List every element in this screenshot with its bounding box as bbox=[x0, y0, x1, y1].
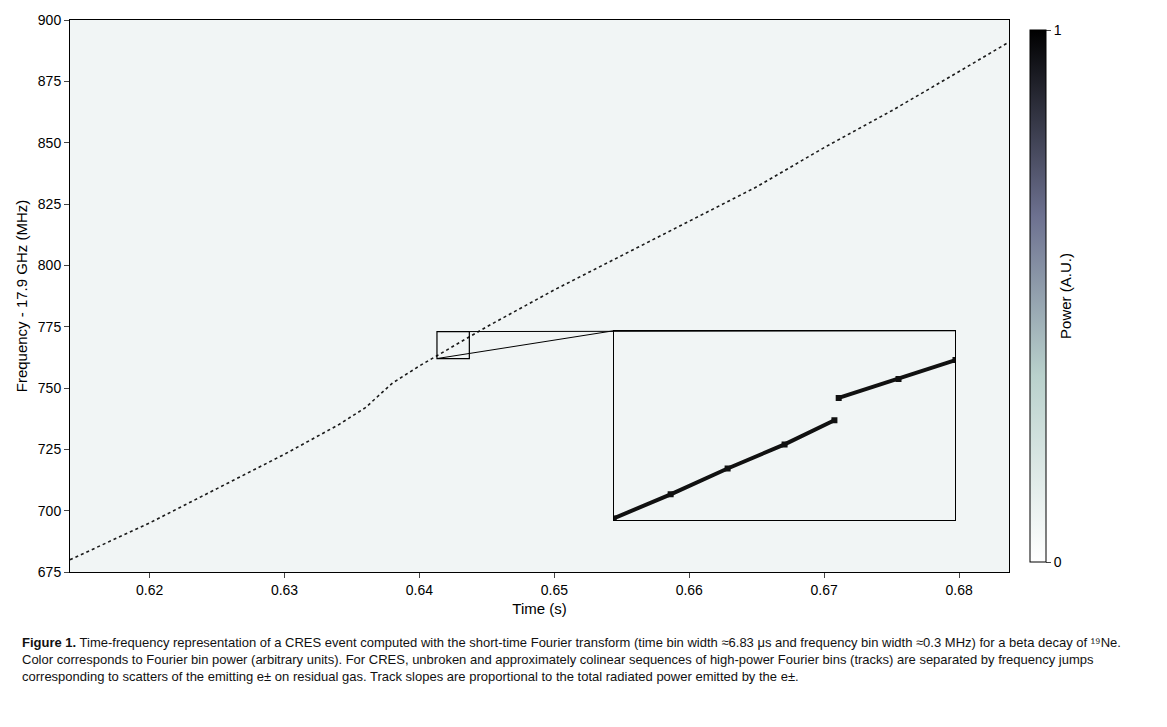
svg-text:0.66: 0.66 bbox=[676, 582, 703, 598]
svg-text:850: 850 bbox=[38, 135, 62, 151]
svg-text:1: 1 bbox=[1054, 22, 1062, 38]
svg-text:725: 725 bbox=[38, 441, 62, 457]
svg-text:Power (A.U.): Power (A.U.) bbox=[1057, 253, 1074, 339]
svg-text:900: 900 bbox=[38, 12, 62, 28]
svg-text:875: 875 bbox=[38, 73, 62, 89]
svg-text:0.67: 0.67 bbox=[811, 582, 838, 598]
svg-text:0.63: 0.63 bbox=[271, 582, 298, 598]
svg-text:825: 825 bbox=[38, 196, 62, 212]
svg-text:0: 0 bbox=[1054, 554, 1062, 570]
html-text:Figure 1. Time-frequency repre: Figure 1. Time-frequency representation … bbox=[22, 635, 1121, 684]
svg-text:0.68: 0.68 bbox=[945, 582, 972, 598]
svg-text:0.62: 0.62 bbox=[136, 582, 163, 598]
svg-text:775: 775 bbox=[38, 319, 62, 335]
svg-text:700: 700 bbox=[38, 503, 62, 519]
svg-text:0.65: 0.65 bbox=[541, 582, 568, 598]
svg-text:Frequency - 17.9 GHz (MHz): Frequency - 17.9 GHz (MHz) bbox=[13, 200, 30, 393]
svg-text:800: 800 bbox=[38, 257, 62, 273]
svg-text:675: 675 bbox=[38, 564, 62, 580]
svg-text:0.64: 0.64 bbox=[406, 582, 433, 598]
svg-text:Time (s): Time (s) bbox=[512, 600, 566, 617]
svg-text:750: 750 bbox=[38, 380, 62, 396]
